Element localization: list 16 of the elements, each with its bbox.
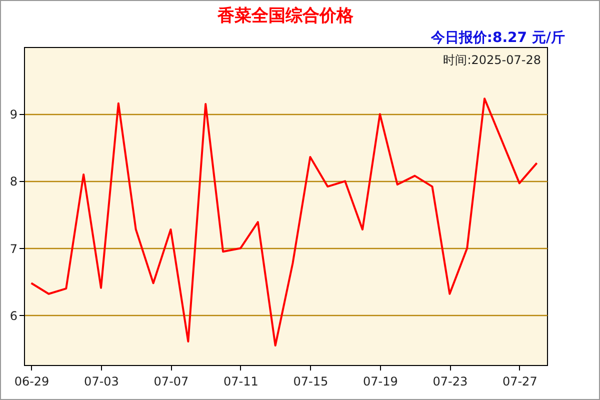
- x-tick-label: 07-19: [362, 374, 398, 388]
- chart-subtitle: 今日报价:8.27 元/斤: [430, 29, 565, 47]
- x-tick-label: 07-23: [432, 374, 468, 388]
- annotation: 时间:2025-07-28: [443, 53, 541, 67]
- y-tick-label: 7: [10, 242, 18, 256]
- line-series: [30, 98, 538, 347]
- x-tick-label: 07-11: [224, 374, 258, 388]
- x-tick-label: 07-15: [293, 374, 328, 388]
- chart-title: 香菜全国综合价格: [216, 6, 354, 26]
- y-tick-label: 8: [10, 174, 18, 189]
- x-tick-label: 07-07: [154, 374, 189, 388]
- x-tick-label: 07-03: [84, 374, 119, 388]
- y-tick-label: 9: [10, 108, 18, 122]
- y-tick-label: 6: [10, 308, 18, 323]
- x-tick-label: 07-27: [502, 374, 538, 388]
- x-tick-label: 06-29: [14, 374, 50, 388]
